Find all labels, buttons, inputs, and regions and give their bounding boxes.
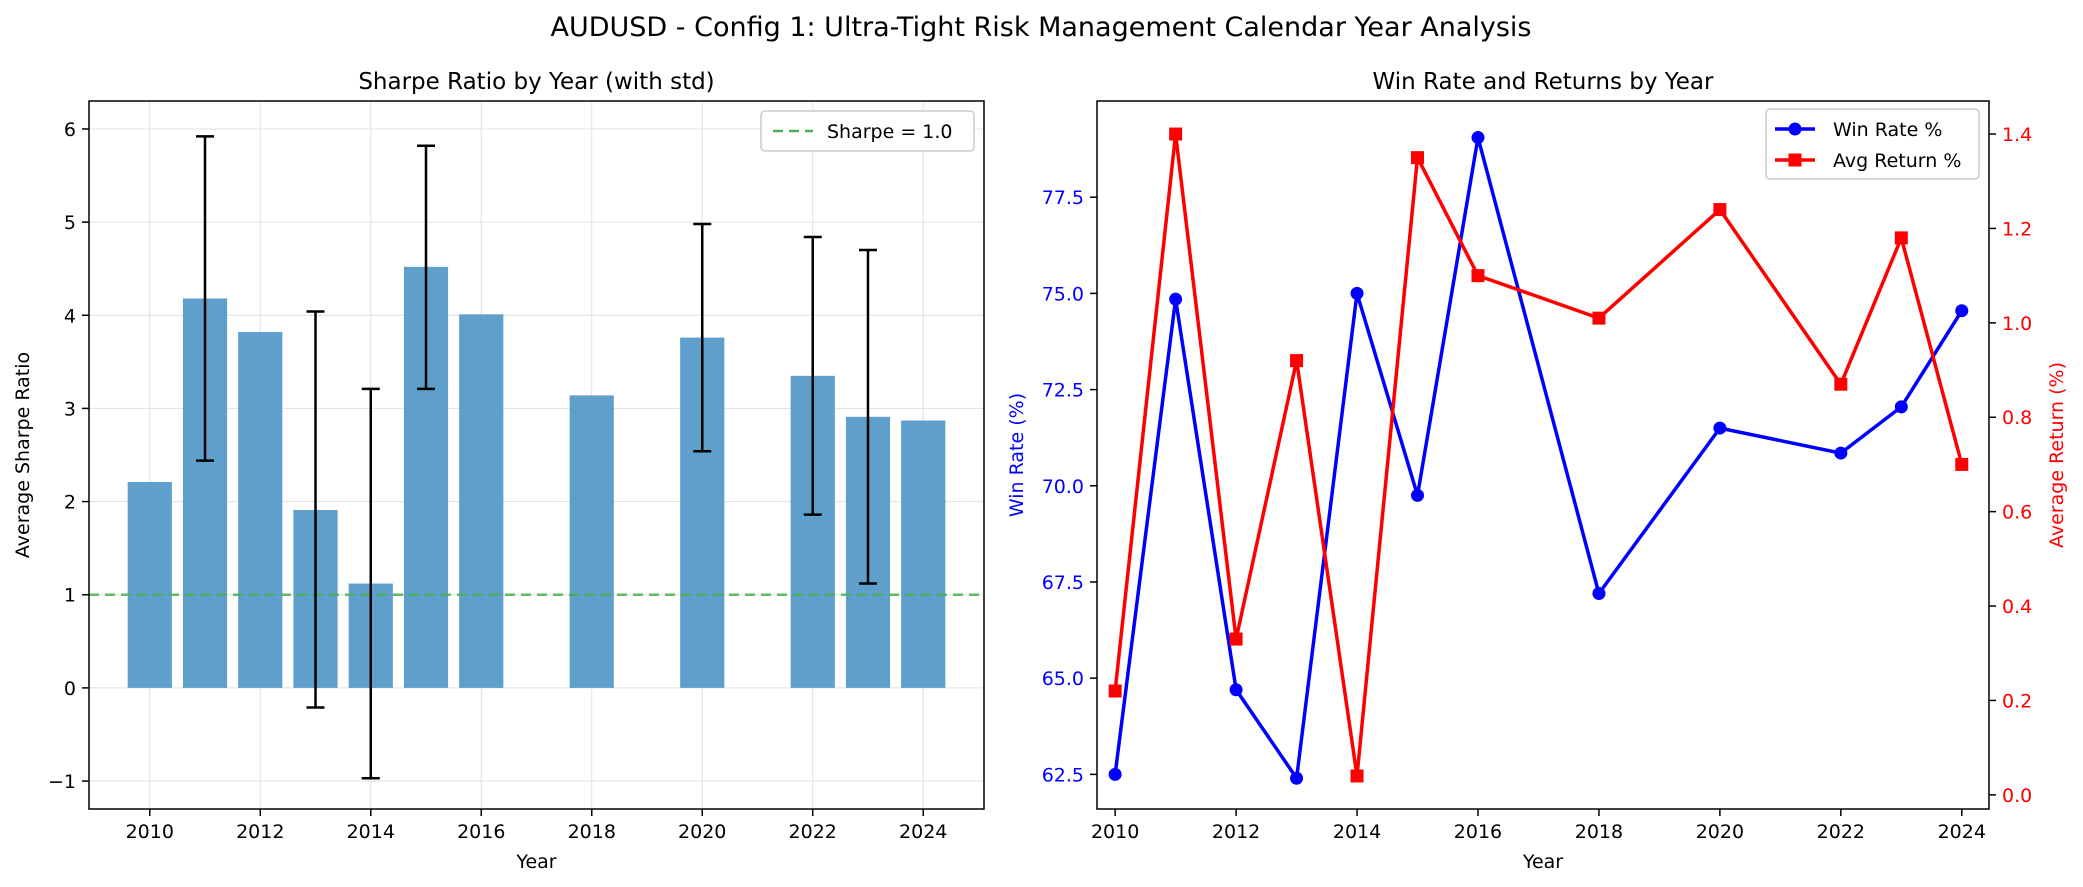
right-y-tick-label: 0.0 xyxy=(2002,785,2032,807)
left-y-tick-label: 72.5 xyxy=(1042,380,1084,402)
win-rate-point xyxy=(1411,488,1425,502)
sharpe-bar xyxy=(459,314,504,688)
sharpe-bar xyxy=(901,420,946,688)
right-y-axis-label: Average Return (%) xyxy=(2046,362,2068,548)
sharpe-bar xyxy=(569,395,614,688)
x-tick-label: 2016 xyxy=(457,821,505,843)
right-y-tick-label: 0.6 xyxy=(2002,502,2032,524)
right-y-tick-label: 1.2 xyxy=(2002,218,2032,240)
win-rate-line xyxy=(1113,135,1964,780)
right-y-tick-label: 1.4 xyxy=(2002,124,2032,146)
legend: Sharpe = 1.0 xyxy=(760,110,975,152)
x-axis-label: Year xyxy=(515,851,556,873)
avg-return-point xyxy=(1290,354,1304,368)
y-tick-label: 1 xyxy=(64,585,76,607)
right-y-tick-label: 0.4 xyxy=(2002,596,2032,618)
left-y-tick-label: 75.0 xyxy=(1042,283,1084,305)
win-rate-point xyxy=(1350,286,1364,300)
win-rate-point xyxy=(1713,421,1727,435)
avg-return-point xyxy=(1894,231,1908,245)
avg-return-point xyxy=(1411,151,1425,165)
x-axis-label: Year xyxy=(1522,851,1563,873)
x-tick-label: 2024 xyxy=(899,821,947,843)
win-rate-point xyxy=(1471,131,1485,145)
win-rate-point xyxy=(1955,304,1969,318)
win-rate-point xyxy=(1894,400,1908,414)
figure-title: AUDUSD - Config 1: Ultra-Tight Risk Mana… xyxy=(550,12,1531,43)
left-y-tick-label: 70.0 xyxy=(1042,476,1084,498)
x-tick-label: 2014 xyxy=(347,821,395,843)
x-tick-label: 2020 xyxy=(678,821,726,843)
legend-box xyxy=(1765,108,1980,180)
x-tick-label: 2012 xyxy=(236,821,284,843)
avg-return-point xyxy=(1592,311,1606,325)
y-axis-label: Average Sharpe Ratio xyxy=(12,352,34,558)
avg-return-point xyxy=(1169,127,1183,141)
y-tick-label: 6 xyxy=(64,119,76,141)
legend-box xyxy=(760,110,975,152)
left-y-tick-label: 67.5 xyxy=(1042,572,1084,594)
plot-frame xyxy=(1096,100,1990,810)
y-tick-label: 5 xyxy=(64,212,76,234)
y-tick-label: −1 xyxy=(48,771,76,793)
x-tick-label: 2018 xyxy=(568,821,616,843)
right-y-tick-label: 1.0 xyxy=(2002,313,2032,335)
legend-label-avg-return: Avg Return % xyxy=(1833,150,1961,172)
legend-marker-avg-return xyxy=(1788,153,1802,167)
legend-marker-win-rate xyxy=(1788,122,1802,136)
left-y-tick-label: 65.0 xyxy=(1042,668,1084,690)
win-rate-point xyxy=(1229,683,1243,697)
legend-label-win-rate: Win Rate % xyxy=(1833,119,1942,141)
plot-frame xyxy=(88,100,985,810)
avg-return-point xyxy=(1229,632,1243,646)
win-rate-point xyxy=(1108,767,1122,781)
left-y-axis-label: Win Rate (%) xyxy=(1006,393,1028,517)
x-tick-label: 2016 xyxy=(1454,821,1502,843)
legend: Win Rate % Avg Return % xyxy=(1765,108,1980,180)
x-tick-label: 2010 xyxy=(1091,821,1139,843)
x-tick-label: 2024 xyxy=(1938,821,1986,843)
y-tick-label: 3 xyxy=(64,398,76,420)
avg-return-point xyxy=(1471,269,1485,283)
win-rate-point xyxy=(1290,771,1304,785)
avg-return-point xyxy=(1713,203,1727,217)
avg-return-point xyxy=(1955,457,1969,471)
win-rate-point xyxy=(1592,587,1606,601)
x-tick-label: 2022 xyxy=(789,821,837,843)
sharpe-bar xyxy=(127,482,172,688)
x-tick-label: 2014 xyxy=(1333,821,1381,843)
x-tick-label: 2012 xyxy=(1212,821,1260,843)
legend-label: Sharpe = 1.0 xyxy=(827,121,953,143)
win-rate-point xyxy=(1169,292,1183,306)
right-y-tick-label: 0.8 xyxy=(2002,407,2032,429)
y-tick-label: 0 xyxy=(64,678,76,700)
x-tick-label: 2018 xyxy=(1575,821,1623,843)
y-tick-label: 2 xyxy=(64,492,76,514)
winrate-returns-chart: 2010 2012 2014 2016 2018 2020 2022 2024 62.5 65.0… xyxy=(1006,69,2068,873)
x-tick-label: 2022 xyxy=(1817,821,1865,843)
right-y-tick-label: 0.2 xyxy=(2002,690,2032,712)
y-tick-label: 4 xyxy=(64,305,76,327)
x-tick-label: 2010 xyxy=(126,821,174,843)
avg-return-point xyxy=(1108,684,1122,698)
left-y-tick-label: 77.5 xyxy=(1042,187,1084,209)
avg-return-line xyxy=(1113,132,1964,778)
chart-title: Sharpe Ratio by Year (with std) xyxy=(358,69,714,95)
left-y-tick-label: 62.5 xyxy=(1042,764,1084,786)
sharpe-chart: 2010 2012 2014 2016 2018 2020 2022 2024 −1 0 1 2 3 4 5… xyxy=(12,69,985,873)
x-tick-label: 2020 xyxy=(1696,821,1744,843)
avg-return-point xyxy=(1350,769,1364,783)
sharpe-bar xyxy=(238,332,283,688)
win-rate-point xyxy=(1834,446,1848,460)
chart-title: Win Rate and Returns by Year xyxy=(1373,69,1715,95)
avg-return-point xyxy=(1834,377,1848,391)
